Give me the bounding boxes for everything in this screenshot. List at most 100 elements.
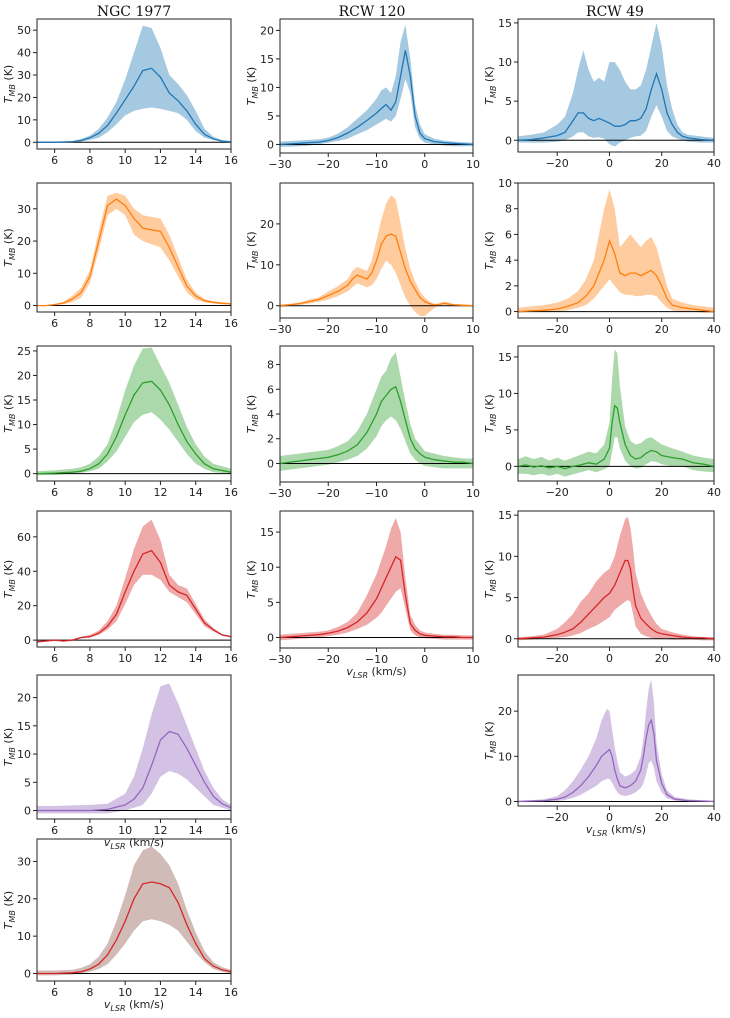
y-axis-label-unit: (K) (483, 721, 496, 740)
y-tick-label: 0 (267, 457, 274, 470)
x-tick-label: −30 (268, 487, 291, 500)
y-tick-label: 20 (17, 600, 31, 613)
x-tick-label: 0 (421, 653, 428, 666)
x-tick-label: 12 (153, 486, 167, 499)
y-tick-label: 20 (17, 235, 31, 248)
y-axis-label-unit: (K) (2, 728, 15, 747)
x-tick-label: 8 (86, 652, 93, 665)
x-tick-label: 40 (707, 323, 721, 336)
y-axis-label: TMB (K) (2, 228, 17, 266)
x-tick-label: 6 (51, 652, 58, 665)
panel-rcw120-4: −30 −20 −10 0 10 0 5 10 15 TMB (K) vLSR (km/s) (245, 510, 480, 680)
plot-area (518, 516, 714, 641)
column-title-rcw120: RCW 120 (339, 4, 406, 20)
x-tick-label: 8 (86, 154, 93, 167)
y-tick-label: 0 (24, 634, 31, 647)
y-axis-label-symbol: T (483, 262, 496, 270)
y-tick-label: 20 (498, 705, 512, 718)
axes-frame (36, 838, 232, 982)
uncertainty-band (37, 683, 231, 814)
column-title-ngc1977: NGC 1977 (97, 4, 171, 20)
y-tick-label: 8 (267, 359, 274, 372)
y-tick-label: 10 (17, 930, 31, 943)
y-tick-label: 15 (498, 17, 512, 30)
plot-area (37, 519, 231, 643)
mean-line (280, 555, 473, 639)
y-axis-label: TMB (K) (2, 728, 17, 766)
mean-line (518, 238, 714, 313)
y-tick-label: 30 (17, 69, 31, 82)
x-axis-label-symbol: v (586, 823, 593, 836)
x-tick-label: 10 (466, 158, 480, 171)
mean-line (37, 198, 231, 307)
x-axis-label-symbol: v (104, 836, 111, 849)
x-tick-label: 16 (224, 824, 238, 837)
x-tick-label: 0 (606, 486, 613, 499)
plot-area (518, 679, 714, 803)
y-axis-label-unit: (K) (2, 394, 15, 413)
x-tick-label: 14 (189, 824, 203, 837)
y-tick-label: 0 (267, 138, 274, 151)
plot-area (518, 189, 714, 313)
y-tick-label: 5 (267, 110, 274, 123)
y-axis-label-unit: (K) (2, 228, 15, 247)
uncertainty-band (37, 846, 231, 976)
y-tick-label: 10 (498, 387, 512, 400)
y-axis-label-unit: (K) (245, 560, 258, 579)
x-tick-label: 14 (189, 154, 203, 167)
y-tick-label: 5 (505, 424, 512, 437)
y-axis-label-symbol: T (2, 425, 15, 433)
plot-area (37, 347, 231, 476)
y-tick-label: 20 (260, 24, 274, 37)
y-tick-label: 20 (260, 218, 274, 231)
y-axis-label-symbol: T (483, 97, 496, 105)
plot-area (37, 683, 231, 814)
x-tick-label: 6 (51, 986, 58, 999)
x-axis-label-subscript: LSR (110, 1004, 125, 1013)
y-tick-label: 0 (505, 795, 512, 808)
y-tick-label: 2 (267, 433, 274, 446)
mean-line (37, 881, 231, 975)
y-tick-label: 0 (24, 136, 31, 149)
mean-line (280, 233, 473, 307)
x-tick-label: 0 (606, 323, 613, 336)
y-axis-label-unit: (K) (2, 891, 15, 910)
x-tick-label: 0 (606, 157, 613, 170)
x-tick-label: −10 (365, 653, 388, 666)
y-axis-label-unit: (K) (2, 560, 15, 579)
y-axis-label: TMB (K) (483, 231, 498, 269)
y-axis-label-symbol: T (2, 259, 15, 267)
y-axis-label: TMB (K) (245, 231, 260, 269)
y-tick-label: 60 (17, 531, 31, 544)
y-axis-label-subscript: MB (251, 580, 260, 592)
panel-rcw120-1: −30 −20 −10 0 10 0 5 10 15 20 TMB (K) (245, 18, 480, 171)
panel-rcw49-3: −20 0 20 40 0 5 10 15 TMB (K) (483, 345, 721, 499)
y-tick-label: 10 (17, 748, 31, 761)
y-tick-label: 20 (17, 369, 31, 382)
y-axis-label-subscript: MB (8, 579, 17, 591)
mean-line (518, 718, 714, 803)
y-tick-label: 8 (505, 203, 512, 216)
y-tick-label: 15 (498, 351, 512, 364)
panel-ngc1977-4: 6 8 10 12 14 16 0 20 40 60 TMB (K) (2, 510, 238, 665)
y-axis-label: TMB (K) (483, 66, 498, 104)
x-tick-label: 8 (86, 486, 93, 499)
x-tick-label: −20 (546, 652, 569, 665)
x-tick-label: 8 (86, 986, 93, 999)
y-tick-label: 10 (17, 419, 31, 432)
uncertainty-band (518, 516, 714, 641)
axes-frame (36, 510, 232, 648)
y-tick-label: 5 (24, 443, 31, 456)
y-tick-label: 10 (260, 561, 274, 574)
y-axis-label-subscript: MB (8, 84, 17, 96)
y-axis-label-unit: (K) (245, 231, 258, 250)
y-tick-label: 10 (17, 114, 31, 127)
panel-rcw120-3: −30 −20 −10 0 10 0 2 4 6 8 TMB (K) (245, 345, 480, 500)
x-tick-label: 16 (224, 317, 238, 330)
mean-line (37, 67, 231, 143)
y-tick-label: 2 (505, 280, 512, 293)
x-tick-label: 40 (707, 652, 721, 665)
axes-frame (279, 18, 474, 154)
